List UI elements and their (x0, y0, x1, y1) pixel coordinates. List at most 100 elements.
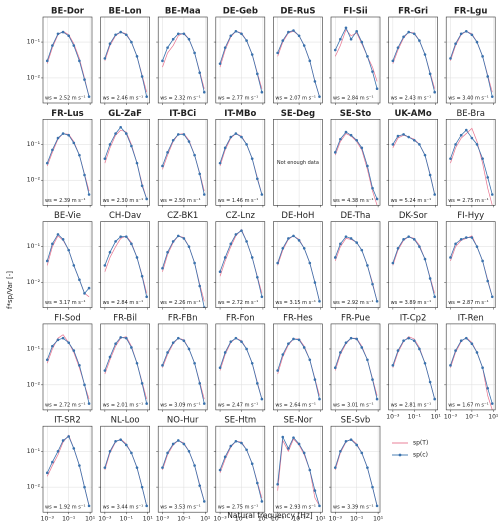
data-point (464, 29, 468, 33)
data-point (333, 366, 337, 370)
data-point (375, 87, 379, 91)
data-point (371, 282, 374, 286)
panel-title: NL-Loo (111, 416, 140, 426)
data-point (223, 146, 227, 150)
data-point (360, 248, 364, 252)
data-point (218, 161, 222, 165)
data-point (339, 351, 342, 354)
panel-title: DE-HoH (281, 211, 314, 221)
data-point (67, 341, 70, 344)
data-point (234, 29, 238, 33)
data-point (193, 153, 196, 157)
data-point (302, 346, 306, 349)
data-point (218, 468, 222, 472)
data-point (119, 30, 122, 34)
data-point (355, 443, 358, 447)
data-point (449, 157, 452, 160)
data-point (371, 378, 374, 381)
y-tick-label: 10⁻¹ (27, 141, 41, 148)
data-point (83, 78, 86, 81)
data-point (87, 504, 91, 508)
data-point (67, 248, 70, 252)
data-point (428, 173, 432, 177)
series-line (162, 33, 205, 93)
panel-plot (103, 438, 148, 508)
data-point (182, 32, 186, 36)
data-point (114, 33, 117, 37)
data-point (87, 193, 91, 196)
panel-plot (161, 133, 206, 196)
series-line (219, 228, 263, 294)
wind-speed-note: ws = 2.72 m s⁻¹ (45, 402, 86, 408)
data-point (454, 143, 457, 146)
data-point (281, 39, 285, 42)
data-point (198, 284, 202, 288)
wind-speed-note: ws = 3.44 m s⁻¹ (103, 505, 144, 511)
data-point (229, 444, 233, 448)
panel-plot (45, 30, 91, 98)
data-point (464, 236, 468, 239)
data-point (333, 151, 337, 154)
data-point (245, 39, 248, 42)
wind-speed-note: ws = 2.84 m s⁻¹ (103, 300, 144, 306)
data-point (302, 451, 306, 455)
wind-speed-note: ws = 2.01 m s⁻¹ (103, 402, 144, 408)
data-point (202, 193, 206, 196)
data-point (182, 237, 186, 240)
data-point (297, 442, 301, 446)
data-point (218, 62, 222, 65)
wind-speed-note: ws = 2.46 m s⁻¹ (103, 96, 144, 102)
x-tick-label: 10¹ (373, 516, 384, 523)
data-point (260, 90, 264, 94)
panel-plot (218, 132, 264, 196)
panel-plot (276, 337, 321, 401)
x-tick-label: 10⁻³ (271, 516, 285, 523)
data-point (198, 382, 202, 385)
panel-title: DK-Sor (399, 211, 428, 221)
x-tick-label: 10⁻¹ (465, 413, 479, 420)
data-point (229, 340, 233, 343)
wind-speed-note: ws = 3.40 m s⁻¹ (448, 96, 489, 102)
data-point (371, 485, 374, 489)
data-point (344, 341, 348, 344)
panel-title: BE-Lon (109, 7, 142, 17)
data-point (78, 364, 81, 367)
data-point (130, 346, 133, 349)
data-point (366, 466, 369, 469)
data-point (114, 342, 117, 346)
data-point (428, 72, 432, 76)
wind-speed-note: ws = 2.39 m s⁻¹ (45, 198, 86, 204)
panel-plot (391, 133, 436, 196)
data-point (490, 193, 494, 196)
panel-title: DE-Geb (223, 7, 258, 17)
panel-plot (333, 438, 379, 508)
panel-plot (449, 29, 494, 98)
data-point (72, 44, 76, 47)
data-point (402, 35, 405, 39)
data-point (360, 146, 364, 150)
data-point (423, 257, 427, 261)
panel-plot (218, 336, 264, 401)
panel-frame (388, 16, 438, 104)
data-point (135, 256, 139, 259)
data-point (61, 336, 65, 340)
wind-speed-note: ws = 1.67 m s⁻¹ (448, 402, 489, 408)
data-point (240, 441, 243, 445)
panel-title: BE-Dor (51, 7, 85, 17)
data-point (412, 32, 416, 36)
data-point (391, 143, 395, 146)
data-point (344, 235, 348, 238)
data-point (193, 361, 196, 365)
series-line (162, 440, 205, 502)
data-point (360, 346, 364, 349)
data-point (318, 95, 321, 98)
panel-title: IT-Ren (458, 313, 484, 323)
data-point (229, 34, 233, 38)
data-point (407, 235, 410, 238)
data-point (287, 30, 290, 34)
wind-speed-note: ws = 2.50 m s⁻¹ (160, 198, 201, 204)
panel-title: CZ-BK1 (167, 211, 198, 221)
panel-frame (42, 425, 93, 513)
data-point (449, 256, 452, 259)
data-point (166, 250, 169, 254)
